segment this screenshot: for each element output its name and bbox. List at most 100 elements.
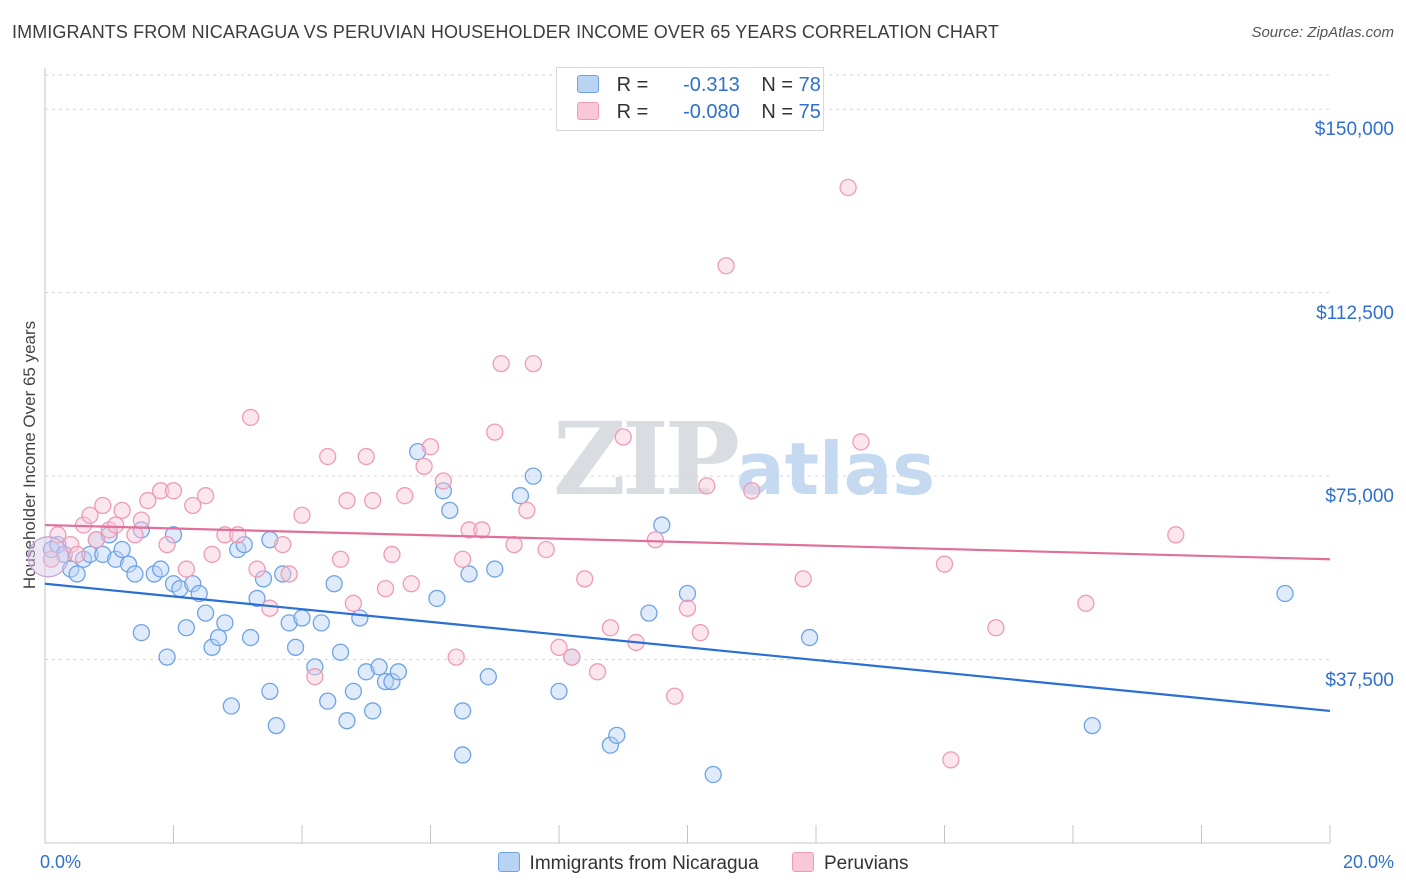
- point-nicaragua: [184, 575, 202, 593]
- point-peruvians: [434, 472, 453, 490]
- point-nicaragua: [653, 516, 671, 534]
- point-nicaragua: [428, 589, 446, 608]
- point-peruvians: [666, 687, 684, 705]
- point-nicaragua: [280, 614, 298, 632]
- point-peruvians: [107, 516, 125, 534]
- legend-swatch-peruvians: [577, 102, 599, 120]
- point-peruvians: [376, 579, 395, 598]
- point-nicaragua: [1276, 584, 1294, 603]
- point-peruvians: [241, 408, 260, 427]
- point-nicaragua: [338, 712, 356, 730]
- legend-label-nicaragua: Immigrants from Nicaragua: [529, 853, 759, 874]
- point-nicaragua: [81, 545, 99, 564]
- legend-swatch-nicaragua: [577, 75, 599, 93]
- y-tick-label: $112,500: [1316, 302, 1394, 324]
- point-peruvians: [49, 526, 67, 544]
- y-tick-label: $150,000: [1314, 119, 1394, 141]
- point-peruvians: [518, 501, 536, 520]
- point-peruvians: [453, 550, 472, 568]
- point-peruvians: [794, 570, 812, 588]
- point-peruvians: [364, 491, 382, 510]
- point-nicaragua: [241, 628, 260, 647]
- point-nicaragua: [177, 619, 196, 637]
- point-nicaragua: [222, 697, 240, 715]
- x-tick-label-max: 20.0%: [1342, 852, 1394, 872]
- point-peruvians: [184, 496, 202, 515]
- axes: [44, 68, 1331, 844]
- point-peruvians: [338, 491, 356, 510]
- point-peruvians: [1167, 526, 1185, 544]
- point-peruvians: [139, 491, 157, 510]
- legend-swatch-nicaragua: [497, 852, 520, 872]
- point-nicaragua: [704, 765, 722, 784]
- point-peruvians: [319, 447, 337, 466]
- point-peruvians: [486, 423, 504, 441]
- point-peruvians: [421, 438, 440, 456]
- point-nicaragua: [261, 682, 279, 701]
- point-peruvians: [614, 428, 632, 446]
- point-peruvians: [306, 668, 324, 686]
- point-peruvians: [81, 506, 99, 524]
- source-credit: Source: ZipAtlas.com: [1251, 24, 1394, 41]
- point-peruvians: [293, 506, 311, 524]
- legend-row-nicaragua: R = -0.313 N = 78: [577, 74, 821, 98]
- point-nicaragua: [49, 535, 67, 554]
- point-peruvians: [151, 482, 170, 500]
- point-nicaragua: [306, 658, 324, 676]
- point-nicaragua: [203, 638, 221, 656]
- point-peruvians: [550, 638, 568, 656]
- point-nicaragua: [460, 565, 478, 583]
- point-peruvians: [42, 550, 61, 568]
- point-cluster: [27, 536, 69, 578]
- point-nicaragua: [235, 535, 253, 554]
- point-nicaragua: [511, 487, 530, 505]
- point-nicaragua: [331, 643, 350, 661]
- point-nicaragua: [408, 443, 427, 461]
- legend-r-label: R =: [616, 101, 649, 123]
- point-peruvians: [698, 477, 716, 495]
- point-nicaragua: [325, 575, 343, 593]
- point-peruvians: [1077, 594, 1095, 612]
- point-peruvians: [344, 594, 363, 612]
- point-peruvians: [987, 619, 1005, 637]
- point-peruvians: [447, 648, 465, 666]
- point-peruvians: [94, 496, 112, 515]
- point-nicaragua: [126, 565, 144, 583]
- point-nicaragua: [486, 560, 504, 578]
- point-peruvians: [396, 487, 414, 505]
- point-nicaragua: [479, 668, 497, 686]
- point-peruvians: [132, 511, 151, 529]
- point-nicaragua: [351, 609, 369, 627]
- point-nicaragua: [248, 589, 266, 608]
- point-peruvians: [113, 501, 131, 520]
- point-nicaragua: [800, 628, 819, 647]
- point-nicaragua: [274, 565, 292, 583]
- legend-n-value: 78: [798, 74, 821, 96]
- point-nicaragua: [357, 663, 375, 681]
- point-nicaragua: [601, 736, 620, 754]
- point-nicaragua: [1083, 716, 1101, 735]
- legend-r-value: -0.080: [683, 101, 740, 123]
- point-nicaragua: [119, 555, 138, 573]
- point-peruvians: [331, 550, 350, 568]
- point-peruvians: [691, 624, 709, 642]
- point-nicaragua: [344, 682, 363, 701]
- point-peruvians: [68, 545, 86, 564]
- x-tick-label-min: 0.0%: [40, 852, 82, 872]
- point-nicaragua: [286, 638, 305, 656]
- series-legend: Immigrants from Nicaragua Peruvians: [0, 852, 1406, 875]
- point-peruvians: [588, 663, 607, 681]
- point-nicaragua: [164, 526, 183, 544]
- point-nicaragua: [453, 746, 472, 764]
- legend-label-peruvians: Peruvians: [823, 853, 909, 874]
- legend-n-label: N =: [761, 101, 794, 123]
- point-nicaragua: [550, 682, 568, 701]
- point-peruvians: [383, 545, 401, 564]
- point-peruvians: [274, 535, 292, 554]
- point-peruvians: [646, 531, 665, 549]
- point-nicaragua: [254, 570, 273, 588]
- point-nicaragua: [453, 702, 472, 720]
- legend-item-nicaragua: Immigrants from Nicaragua: [497, 852, 759, 875]
- point-peruvians: [164, 482, 183, 500]
- data-points: [27, 178, 1294, 784]
